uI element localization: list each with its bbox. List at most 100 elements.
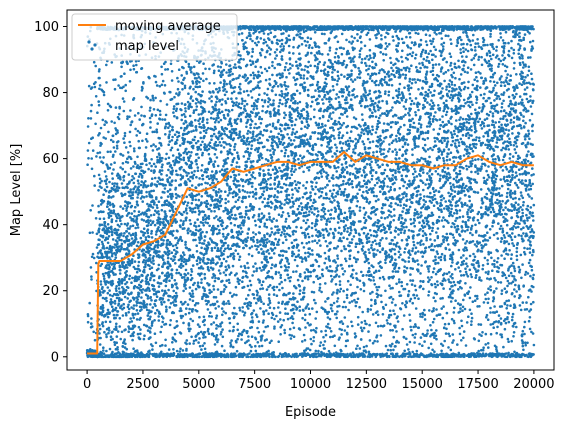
scatter-point: [207, 214, 211, 218]
scatter-point: [507, 282, 511, 285]
scatter-point: [408, 179, 411, 183]
scatter-point: [262, 330, 266, 333]
scatter-point: [501, 199, 504, 203]
scatter-point: [177, 156, 181, 159]
scatter-point: [164, 344, 167, 347]
scatter-point: [398, 157, 401, 160]
scatter-point: [99, 264, 102, 268]
scatter-point: [210, 323, 213, 326]
scatter-point: [175, 156, 178, 159]
scatter-point: [430, 105, 434, 108]
scatter-point: [433, 31, 437, 34]
scatter-point: [409, 86, 413, 90]
scatter-point: [236, 277, 240, 281]
scatter-point: [184, 243, 187, 246]
scatter-point: [160, 72, 164, 76]
scatter-point: [413, 284, 417, 288]
scatter-point: [199, 148, 202, 151]
scatter-point: [496, 237, 500, 240]
scatter-point: [523, 332, 526, 336]
scatter-point: [438, 313, 442, 316]
scatter-point: [250, 139, 254, 143]
scatter-point: [108, 293, 112, 297]
scatter-point: [473, 255, 477, 258]
scatter-point: [465, 164, 468, 168]
scatter-point: [184, 183, 187, 187]
scatter-point: [384, 261, 387, 265]
scatter-point: [312, 95, 316, 98]
scatter-point: [489, 288, 493, 292]
scatter-point: [412, 221, 415, 225]
scatter-point: [112, 146, 116, 149]
scatter-point: [90, 317, 93, 320]
scatter-point: [375, 336, 378, 339]
scatter-point: [397, 278, 401, 281]
scatter-point: [252, 231, 255, 234]
scatter-point: [526, 247, 529, 250]
scatter-point: [296, 109, 299, 112]
scatter-point: [222, 227, 225, 231]
scatter-point: [370, 160, 373, 164]
scatter-point: [309, 37, 313, 40]
scatter-point: [393, 229, 397, 232]
scatter-point: [356, 33, 359, 36]
scatter-point: [425, 43, 429, 47]
scatter-point: [266, 87, 270, 91]
scatter-point: [414, 113, 418, 117]
scatter-point: [409, 102, 413, 106]
scatter-point: [372, 105, 376, 109]
scatter-point: [433, 197, 437, 201]
scatter-point: [106, 102, 110, 106]
scatter-point: [470, 224, 474, 228]
scatter-point: [375, 127, 379, 131]
scatter-point: [236, 233, 240, 237]
scatter-point: [376, 125, 380, 129]
scatter-point: [151, 94, 154, 98]
scatter-point: [251, 39, 254, 43]
scatter-point: [396, 165, 400, 168]
scatter-point: [152, 213, 156, 216]
scatter-point: [447, 243, 450, 246]
scatter-point: [527, 150, 530, 153]
scatter-point: [157, 147, 161, 150]
scatter-point: [127, 311, 130, 314]
scatter-point: [197, 198, 201, 202]
scatter-point: [324, 257, 328, 260]
scatter-point: [368, 64, 371, 68]
scatter-point: [157, 263, 161, 267]
scatter-point: [468, 254, 472, 258]
scatter-point: [201, 332, 205, 336]
scatter-point: [161, 289, 164, 292]
scatter-point: [250, 254, 254, 258]
scatter-point: [394, 169, 397, 172]
scatter-point: [252, 265, 255, 268]
scatter-point: [506, 179, 510, 183]
scatter-point: [178, 350, 182, 353]
scatter-point: [406, 294, 410, 298]
scatter-point: [184, 240, 187, 244]
scatter-point: [453, 83, 457, 87]
scatter-point: [434, 48, 438, 51]
scatter-point: [443, 107, 446, 111]
scatter-point: [302, 184, 305, 187]
scatter-point: [228, 130, 232, 133]
scatter-point: [461, 229, 464, 232]
scatter-point: [279, 273, 283, 277]
scatter-point: [484, 297, 488, 301]
scatter-point: [237, 33, 241, 36]
scatter-point: [383, 168, 387, 172]
scatter-point: [335, 83, 339, 86]
scatter-point: [526, 193, 530, 196]
scatter-point: [249, 34, 252, 37]
scatter-point: [515, 183, 519, 187]
scatter-point: [349, 78, 353, 81]
scatter-point: [212, 224, 215, 228]
scatter-point: [372, 194, 376, 198]
scatter-point: [213, 246, 217, 250]
scatter-point: [179, 178, 183, 181]
scatter-point: [356, 250, 360, 254]
scatter-point: [329, 112, 332, 115]
scatter-point: [132, 286, 136, 290]
scatter-point: [330, 217, 333, 220]
scatter-point: [521, 344, 525, 348]
